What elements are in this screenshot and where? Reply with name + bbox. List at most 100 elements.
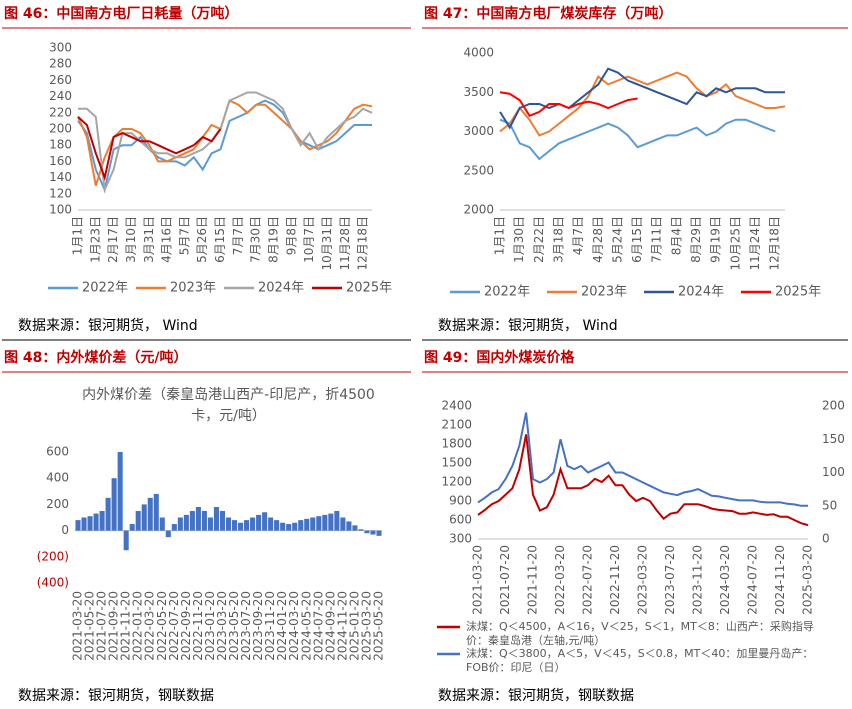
x-tick-label: 7月30日: [249, 216, 263, 263]
bar: [129, 524, 135, 531]
bar: [213, 507, 219, 531]
bar: [225, 517, 232, 531]
bar: [376, 530, 382, 536]
bar: [207, 517, 213, 531]
bar: [244, 520, 250, 531]
series-line: [499, 67, 785, 130]
bar: [171, 524, 177, 531]
bar: [189, 510, 195, 531]
y-tick-label: 3500: [463, 85, 494, 99]
bar: [286, 524, 292, 531]
bar: [135, 510, 141, 531]
x-tick-label: 2023-05-20: [227, 591, 241, 661]
x-tick-label: 2023-11-20: [263, 591, 277, 661]
source: 数据来源：银河期货，钢联数据: [18, 687, 214, 704]
x-tick-label: 2023-11-20: [691, 545, 705, 615]
x-tick-label: 5月7日: [177, 216, 191, 255]
x-tick-label: 4月7日: [571, 216, 585, 255]
figure-title: 图 46：中国南方电厂日耗量（万吨）: [4, 5, 238, 22]
x-tick-label: 8月4日: [669, 216, 683, 255]
x-tick-label: 6月15日: [213, 216, 227, 263]
x-tick-label: 2022-11-20: [191, 591, 205, 661]
bar: [268, 517, 274, 531]
series-line: [477, 412, 808, 507]
bar: [111, 478, 117, 531]
x-tick-label: 2月22日: [532, 216, 546, 263]
legend-label: 2024年: [678, 285, 724, 300]
x-tick-label: 2024-09-20: [323, 591, 337, 661]
x-tick-label: 2021-05-20: [83, 591, 97, 661]
bar: [75, 520, 81, 531]
bar: [358, 529, 364, 531]
x-tick-label: 2024-07-20: [746, 545, 760, 615]
y-tick-label: 220: [49, 105, 72, 119]
bar: [262, 512, 268, 531]
bar: [334, 510, 340, 531]
y2-tick-label: 50: [822, 498, 837, 512]
x-tick-label: 2024-05-20: [299, 591, 313, 661]
y-tick-label: 900: [449, 494, 472, 508]
x-tick-label: 2月17日: [106, 216, 120, 263]
y-tick-label: 280: [49, 57, 72, 71]
bar: [364, 530, 370, 534]
y-tick-label: 2400: [441, 399, 472, 413]
x-tick-label: 2024-03-20: [718, 545, 732, 615]
legend-label: 2025年: [775, 285, 821, 300]
bar: [298, 520, 304, 531]
bar: [81, 517, 87, 531]
y-tick-label: 200: [49, 122, 72, 136]
x-tick-label: 11月24日: [748, 216, 762, 271]
x-tick-label: 2021-03-20: [471, 545, 485, 615]
x-tick-label: 2022-03-20: [553, 545, 567, 615]
x-tick-label: 7月7日: [231, 216, 245, 255]
bar: [310, 517, 316, 531]
y2-tick-label: 100: [822, 465, 845, 479]
x-tick-label: 2025-01-20: [347, 591, 361, 661]
y-tick-label: 1200: [441, 475, 472, 489]
bar: [159, 517, 165, 531]
x-tick-label: 4月16日: [160, 216, 174, 263]
x-tick-label: 2022-11-20: [608, 545, 622, 615]
y-tick-label: 260: [49, 73, 72, 87]
y-tick-label: 1500: [441, 456, 472, 470]
bar: [87, 516, 93, 531]
x-tick-label: 1月30日: [512, 216, 526, 263]
x-tick-label: 2023-09-20: [251, 591, 265, 661]
series-line: [499, 118, 776, 161]
x-tick-label: 5月26日: [195, 216, 209, 263]
bar: [147, 497, 153, 531]
x-tick-label: 1月1日: [493, 216, 507, 255]
bar: [316, 516, 322, 531]
x-tick-label: 2023-07-20: [239, 591, 253, 661]
y-tick-label: 2500: [463, 163, 494, 177]
x-tick-label: 2024-11-20: [773, 545, 787, 615]
y-tick-label: 3000: [463, 124, 494, 138]
x-tick-label: 6月15日: [630, 216, 644, 263]
legend-label: 沫煤：Q＜3800，A＜5，V＜45，S＜0.8，MT＜40：加里曼丹岛产：FO…: [466, 647, 814, 674]
x-tick-label: 4月28日: [591, 216, 605, 263]
bar: [93, 513, 99, 531]
x-tick-label: 2022-01-20: [131, 591, 145, 661]
x-tick-label: 2023-03-20: [636, 545, 650, 615]
series-line: [499, 91, 638, 118]
y-tick-label: 180: [49, 138, 72, 152]
bar: [328, 513, 334, 531]
figure-title: 图 49：国内外煤炭价格: [424, 349, 575, 366]
x-tick-label: 2025-03-20: [359, 591, 373, 661]
series-line: [78, 91, 373, 194]
x-tick-label: 2022-07-20: [581, 545, 595, 615]
y-tick-label: 0: [61, 523, 69, 537]
series-line: [477, 434, 809, 527]
y2-tick-label: 200: [822, 399, 845, 413]
y-tick-label: 400: [46, 471, 69, 485]
legend-label: 沫煤：Q＜4500，A＜16，V＜25，S＜1，MT＜8：山西产：采购指导价：秦…: [466, 620, 814, 647]
x-tick-label: 10月31日: [320, 216, 334, 271]
legend-label: 2022年: [82, 281, 128, 296]
series-line: [77, 116, 222, 182]
y-tick-label: (400): [37, 576, 69, 590]
x-tick-label: 2024-11-20: [335, 591, 349, 661]
x-tick-label: 10月25日: [728, 216, 742, 271]
chart-subtitle: 内外煤价差（秦皇岛港山西产-印尼产，折4500卡，元/吨）: [82, 387, 375, 424]
